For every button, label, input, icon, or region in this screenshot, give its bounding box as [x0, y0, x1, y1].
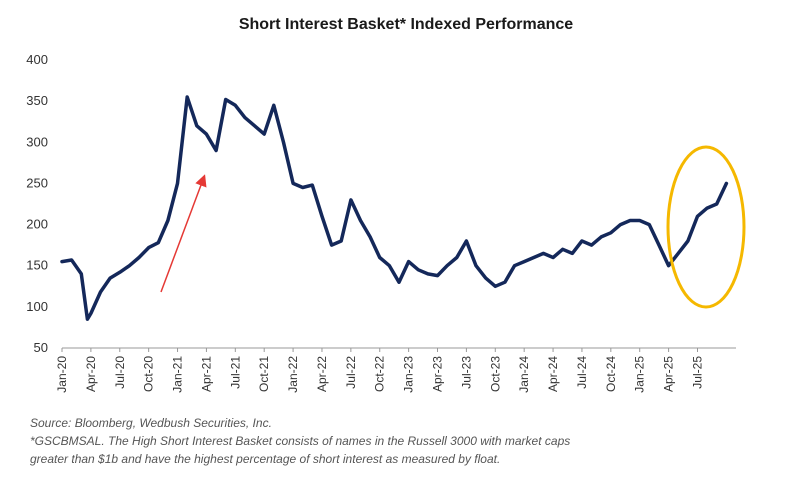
x-tick-label: Apr-23 [431, 356, 445, 392]
x-tick-label: Jul-22 [344, 356, 358, 389]
y-tick-label: 250 [26, 175, 48, 190]
annotation-arrow [160, 174, 207, 293]
x-tick-label: Apr-21 [199, 356, 213, 392]
x-tick-label: Jan-24 [517, 356, 531, 393]
y-tick-label: 300 [26, 134, 48, 149]
y-tick-label: 50 [34, 340, 48, 355]
chart-title: Short Interest Basket* Indexed Performan… [238, 16, 574, 33]
x-tick-label: Oct-22 [373, 356, 387, 392]
basket-definition-line-1: *GSCBMSAL. The High Short Interest Baske… [30, 434, 571, 448]
y-tick-label: 150 [26, 258, 48, 273]
x-tick-label: Jan-25 [633, 356, 647, 393]
y-tick-label: 350 [26, 93, 48, 108]
x-tick-label: Jan-20 [55, 356, 69, 393]
x-tick-label: Apr-25 [662, 356, 676, 392]
x-tick-label: Oct-23 [488, 356, 502, 392]
chart-footnotes: Source: Bloomberg, Wedbush Securities, I… [30, 414, 790, 468]
x-tick-label: Jul-21 [228, 356, 242, 389]
x-tick-label: Jan-23 [402, 356, 416, 393]
x-tick-label: Apr-22 [315, 356, 329, 392]
x-tick-label: Oct-24 [604, 356, 618, 392]
x-tick-label: Jul-20 [113, 356, 127, 389]
source-note: Source: Bloomberg, Wedbush Securities, I… [30, 416, 272, 430]
series-line [60, 95, 729, 321]
x-tick-label: Oct-21 [257, 356, 271, 392]
x-tick-label: Apr-24 [546, 356, 560, 392]
x-tick-label: Jan-22 [286, 356, 300, 393]
y-tick-label: 400 [26, 52, 48, 67]
y-tick-label: 100 [26, 299, 48, 314]
x-tick-label: Jan-21 [171, 356, 185, 393]
x-tick-label: Jul-24 [575, 356, 589, 389]
y-tick-label: 200 [26, 217, 48, 232]
x-tick-label: Jul-23 [459, 356, 473, 389]
x-tick-label: Oct-20 [142, 356, 156, 392]
basket-definition-line-2: greater than $1b and have the highest pe… [30, 452, 501, 466]
annotation-circle [666, 145, 746, 309]
x-tick-label: Jul-25 [690, 356, 704, 389]
x-tick-label: Apr-20 [84, 356, 98, 392]
